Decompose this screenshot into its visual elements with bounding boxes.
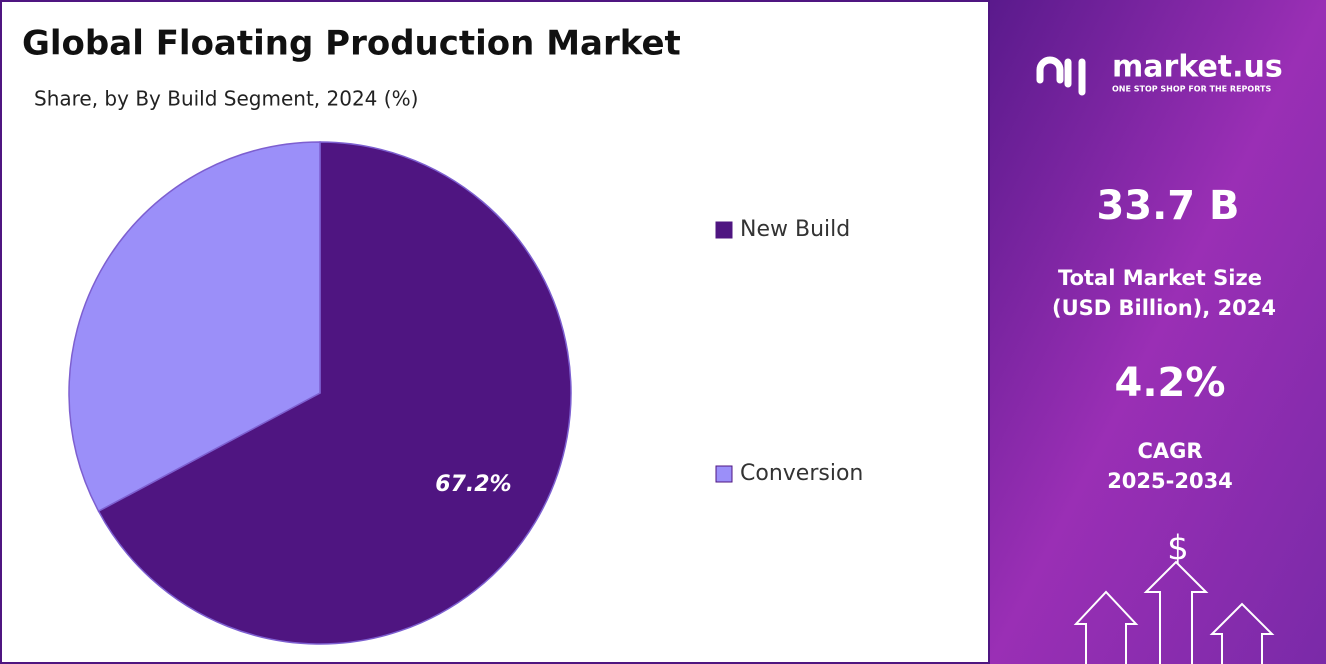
data-label: 67.2% [435,472,511,497]
brand: market.us [1112,50,1283,85]
market-size-label: Total Market Size [1058,266,1262,290]
arrow [1209,602,1275,664]
side-panel [990,0,1326,664]
arrow [1073,590,1139,664]
legend-label: New Build [740,217,850,242]
market-size-label: (USD Billion), 2024 [1052,296,1276,320]
chart-title: Global Floating Production Market [22,24,681,64]
cagr-label: CAGR [1137,439,1202,463]
pie: 67.2% [68,141,572,645]
arrows-icon [1073,560,1275,664]
chart-subtitle: Share, by By Build Segment, 2024 (%) [34,87,418,111]
cagr: 4.2% [1115,360,1226,406]
legend-label: Conversion [740,461,863,486]
market-size: 33.7 B [1096,183,1239,229]
pie-slice [97,141,572,645]
icon-symbol: $ [1167,529,1189,569]
arrow [1143,560,1209,664]
logo-icon [1036,56,1086,96]
tagline: ONE STOP SHOP FOR THE REPORTS [1112,85,1271,94]
pie-slice [68,141,321,513]
logo [1036,56,1086,96]
legend-swatch [715,465,733,483]
legend: New Build Conversion [715,217,863,486]
legend-swatch [715,221,733,239]
cagr-label: 2025-2034 [1107,469,1233,493]
